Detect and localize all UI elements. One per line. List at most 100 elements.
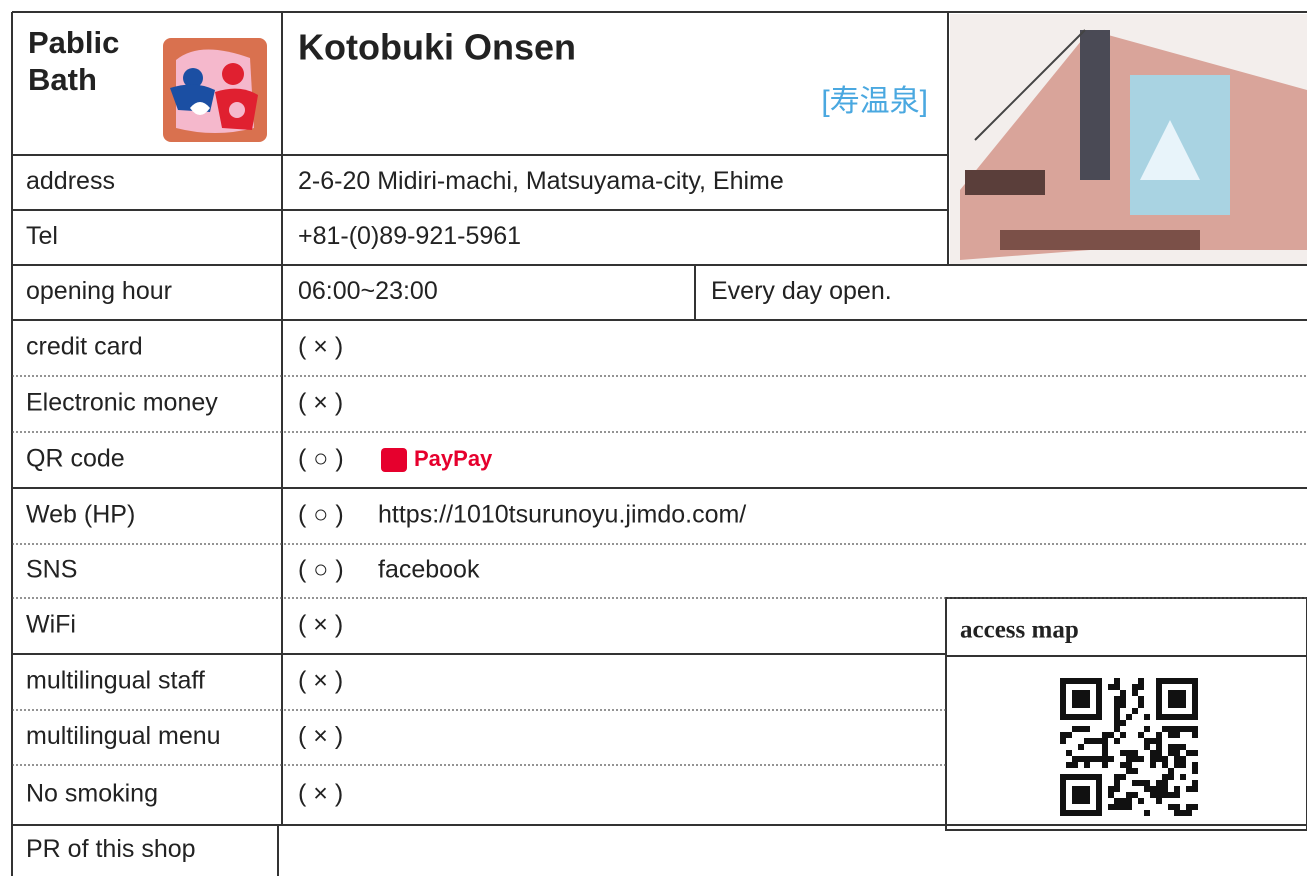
qr-module [1144, 780, 1150, 786]
row-label: Web (HP) [26, 501, 135, 529]
qr-module [1120, 804, 1126, 810]
qr-module [1156, 744, 1162, 750]
qr-module [1192, 732, 1198, 738]
qr-module [1108, 792, 1114, 798]
qr-module [1168, 768, 1174, 774]
qr-module [1144, 744, 1150, 750]
qr-module [1144, 726, 1150, 732]
qr-module [1186, 804, 1192, 810]
qr-finder [1072, 786, 1090, 804]
qr-module [1114, 696, 1120, 702]
qr-module [1168, 732, 1174, 738]
qr-module [1192, 726, 1198, 732]
qr-module [1192, 804, 1198, 810]
qr-module [1114, 780, 1120, 786]
row-label: WiFi [26, 611, 76, 639]
qr-module [1114, 714, 1120, 720]
qr-module [1162, 756, 1168, 762]
qr-module [1156, 792, 1162, 798]
row-label: address [26, 167, 115, 195]
row-mark: ( × ) [298, 722, 343, 750]
qr-module [1186, 786, 1192, 792]
qr-module [1156, 732, 1162, 738]
qr-module [1072, 762, 1078, 768]
qr-module [1102, 738, 1108, 744]
qr-module [1150, 792, 1156, 798]
qr-module [1156, 750, 1162, 756]
row-mark: ( ○ ) [298, 445, 344, 473]
qr-module [1096, 738, 1102, 744]
qr-finder [1168, 690, 1186, 708]
qr-module [1180, 774, 1186, 780]
qr-module [1162, 786, 1168, 792]
qr-module [1180, 810, 1186, 816]
qr-module [1120, 732, 1126, 738]
qr-module [1162, 792, 1168, 798]
qr-module [1168, 804, 1174, 810]
qr-finder [1072, 690, 1090, 708]
row-mark: ( × ) [298, 333, 343, 361]
qr-module [1078, 756, 1084, 762]
qr-module [1132, 690, 1138, 696]
qr-module [1126, 768, 1132, 774]
row-mark: ( ○ ) [298, 501, 344, 529]
qr-module [1108, 786, 1114, 792]
qr-module [1078, 744, 1084, 750]
qr-module [1174, 786, 1180, 792]
qr-module [1120, 750, 1126, 756]
qr-module [1180, 762, 1186, 768]
qr-module [1108, 684, 1114, 690]
qr-module [1096, 756, 1102, 762]
qr-module [1114, 702, 1120, 708]
qr-module [1138, 702, 1144, 708]
qr-module [1060, 738, 1066, 744]
qr-module [1132, 684, 1138, 690]
qr-module [1174, 750, 1180, 756]
qr-module [1156, 756, 1162, 762]
qr-module [1168, 750, 1174, 756]
qr-module [1150, 756, 1156, 762]
qr-module [1126, 804, 1132, 810]
qr-module [1138, 732, 1144, 738]
qr-module [1144, 714, 1150, 720]
row-value: 2-6-20 Midiri-machi, Matsuyama-city, Ehi… [298, 167, 784, 195]
row-mark: ( × ) [298, 667, 343, 695]
qr-module [1114, 678, 1120, 684]
qr-module [1162, 780, 1168, 786]
qr-module [1108, 804, 1114, 810]
bath-logo [163, 38, 267, 142]
qr-module [1060, 732, 1066, 738]
qr-module [1156, 738, 1162, 744]
qr-module [1120, 696, 1126, 702]
qr-module [1138, 684, 1144, 690]
row-label: credit card [26, 333, 143, 361]
qr-module [1102, 756, 1108, 762]
qr-module [1144, 810, 1150, 816]
qr-module [1162, 774, 1168, 780]
qr-module [1108, 756, 1114, 762]
qr-module [1126, 750, 1132, 756]
qr-module [1174, 744, 1180, 750]
qr-module [1072, 726, 1078, 732]
qr-module [1066, 732, 1072, 738]
paypay-icon [381, 448, 407, 472]
qr-module [1150, 762, 1156, 768]
qr-module [1138, 678, 1144, 684]
qr-module [1174, 792, 1180, 798]
shop-photo [950, 14, 1307, 264]
row-label: Electronic money [26, 389, 218, 417]
qr-module [1174, 732, 1180, 738]
row-value: facebook [378, 556, 480, 584]
qr-module [1192, 750, 1198, 756]
qr-module [1120, 690, 1126, 696]
qr-module [1126, 792, 1132, 798]
qr-module [1066, 762, 1072, 768]
qr-module [1108, 732, 1114, 738]
qr-module [1150, 786, 1156, 792]
qr-module [1114, 684, 1120, 690]
qr-module [1114, 786, 1120, 792]
qr-module [1144, 786, 1150, 792]
qr-module [1078, 726, 1084, 732]
qr-module [1126, 756, 1132, 762]
qr-module [1138, 696, 1144, 702]
